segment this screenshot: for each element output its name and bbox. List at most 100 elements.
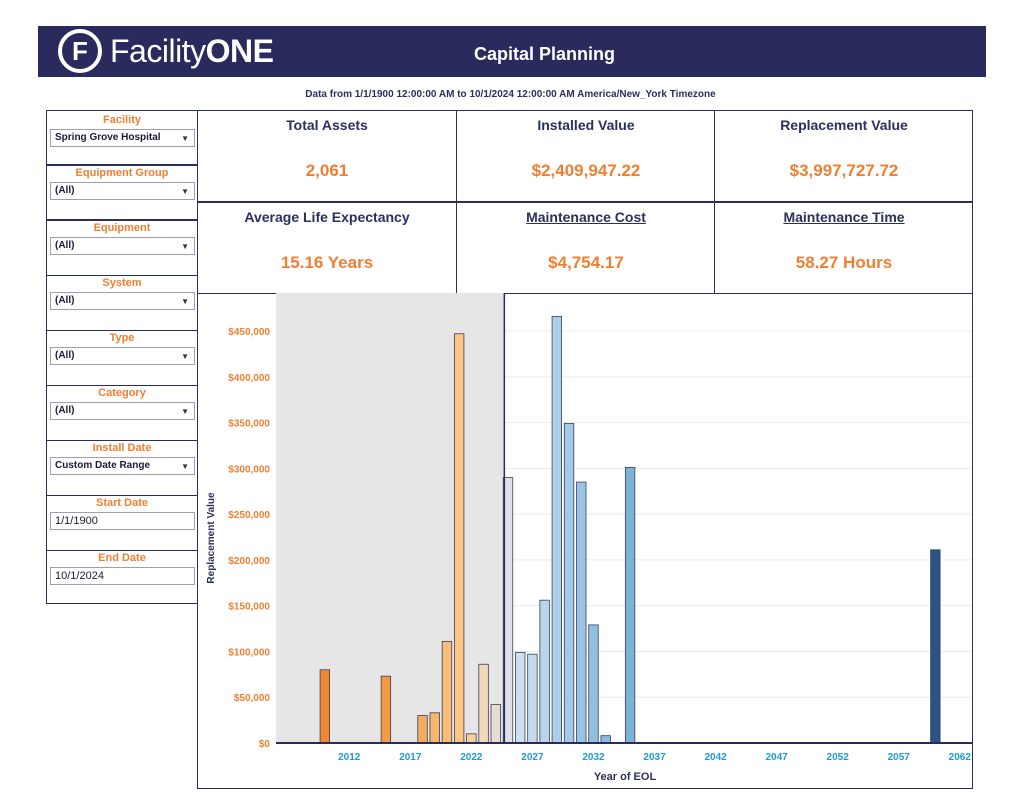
bar-2028[interactable]: [539, 599, 550, 744]
kpi-maintenance-cost[interactable]: Maintenance Cost $4,754.17: [457, 203, 715, 294]
kpi-average-life-expectancy: Average Life Expectancy 15.16 Years: [198, 203, 456, 294]
bar-2031[interactable]: [576, 481, 587, 744]
y-tick-label: $450,000: [228, 327, 270, 338]
filter-end-date: End Date 10/1/2024: [47, 551, 197, 585]
caret-down-icon: ▼: [181, 407, 189, 416]
x-tick-label: 2042: [704, 752, 727, 763]
filter-label: Install Date: [92, 442, 152, 454]
kpi-value: $3,997,727.72: [789, 161, 899, 180]
bar-2035[interactable]: [624, 467, 636, 744]
x-tick-label: 2062: [949, 752, 972, 763]
y-tick-label: $300,000: [228, 464, 270, 475]
y-tick-label: $50,000: [234, 693, 271, 704]
divider: [47, 495, 197, 496]
x-axis-label: Year of EOL: [594, 771, 657, 783]
divider: [47, 550, 197, 551]
kpi-value: $4,754.17: [548, 253, 624, 272]
start-date-input[interactable]: 1/1/1900: [50, 512, 195, 530]
bar-2019[interactable]: [429, 712, 440, 744]
kpi-value: 15.16 Years: [280, 253, 374, 272]
caret-down-icon: ▼: [181, 352, 189, 361]
type-dropdown[interactable]: (All) ▼: [50, 347, 195, 365]
caret-down-icon: ▼: [181, 462, 189, 471]
bar-2060[interactable]: [930, 549, 941, 744]
kpi-installed-value: Installed Value $2,409,947.22: [457, 111, 715, 202]
y-tick-label: $100,000: [228, 647, 270, 658]
filter-type: Type (All) ▼: [47, 331, 197, 365]
filter-category: Category (All) ▼: [47, 386, 197, 420]
kpi-label: Installed Value: [537, 117, 635, 133]
kpi-label: Average Life Expectancy: [244, 209, 410, 225]
install-date-dropdown[interactable]: Custom Date Range ▼: [50, 457, 195, 475]
filter-label: System: [102, 277, 142, 289]
divider: [47, 440, 197, 441]
equipment-group-dropdown[interactable]: (All) ▼: [50, 182, 195, 200]
filter-equipment: Equipment (All) ▼: [47, 221, 197, 255]
x-axis-ticks: 2012 2017 2022 2027 2032 2037 2042 2047 2052 2057…: [338, 752, 971, 763]
header-bar: [38, 26, 986, 77]
bar-2021[interactable]: [453, 333, 465, 744]
bar-2023[interactable]: [478, 663, 489, 744]
kpi-replacement-value: Replacement Value $3,997,727.72: [715, 111, 973, 202]
filter-label: Equipment Group: [75, 167, 169, 179]
filter-label: Category: [98, 387, 146, 399]
filter-equipment-group: Equipment Group (All) ▼: [47, 166, 197, 200]
bars: [319, 315, 941, 744]
kpi-label: Total Assets: [286, 117, 368, 133]
y-tick-label: $250,000: [228, 510, 270, 521]
x-tick-label: 2027: [521, 752, 544, 763]
replacement-value-chart: $0 $50,000 $100,000 $150,000 $200,000 $250,00…: [197, 293, 973, 789]
bar-2033[interactable]: [600, 735, 611, 744]
divider: [47, 330, 197, 331]
bar-2027[interactable]: [527, 653, 538, 744]
caret-down-icon: ▼: [181, 297, 189, 306]
filter-label: Start Date: [96, 497, 148, 509]
x-tick-label: 2052: [827, 752, 850, 763]
divider: [47, 385, 197, 386]
filter-facility: Facility Spring Grove Hospital ▼: [47, 113, 197, 147]
bar-2022[interactable]: [466, 733, 477, 744]
date-range-subtitle: Data from 1/1/1900 12:00:00 AM to 10/1/2…: [305, 89, 716, 100]
y-tick-label: $150,000: [228, 602, 270, 613]
x-tick-label: 2032: [582, 752, 605, 763]
end-date-input[interactable]: 10/1/2024: [50, 567, 195, 585]
filter-start-date: Start Date 1/1/1900: [47, 496, 197, 530]
logo-f-icon: F: [58, 29, 102, 73]
divider: [47, 219, 197, 221]
caret-down-icon: ▼: [181, 187, 189, 196]
bar-2020[interactable]: [441, 640, 453, 744]
past-years-shading: [276, 293, 505, 743]
facilityone-logo[interactable]: F FacilityONE: [58, 28, 274, 74]
y-axis-ticks: $0 $50,000 $100,000 $150,000 $200,000 $250,00…: [228, 327, 270, 750]
bar-2030[interactable]: [563, 423, 575, 744]
kpi-value: $2,409,947.22: [531, 161, 641, 180]
filters-panel: Facility Spring Grove Hospital ▼ Equipmen…: [46, 110, 197, 604]
maintenance-time-link[interactable]: Maintenance Time: [783, 209, 905, 225]
system-dropdown[interactable]: (All) ▼: [50, 292, 195, 310]
bar-2010[interactable]: [319, 669, 331, 744]
bar-2032[interactable]: [588, 624, 599, 744]
divider: [47, 275, 197, 276]
equipment-dropdown[interactable]: (All) ▼: [50, 237, 195, 255]
facility-dropdown[interactable]: Spring Grove Hospital ▼: [50, 129, 195, 147]
y-axis-label: Replacement Value: [206, 492, 217, 584]
maintenance-cost-link[interactable]: Maintenance Cost: [526, 209, 646, 225]
y-tick-label: $400,000: [228, 373, 270, 384]
kpi-maintenance-time[interactable]: Maintenance Time 58.27 Hours: [715, 203, 973, 294]
bar-2026[interactable]: [515, 651, 526, 744]
bar-2018[interactable]: [417, 715, 428, 744]
logo-text: FacilityONE: [110, 32, 274, 69]
filter-system: System (All) ▼: [47, 276, 197, 310]
x-tick-label: 2017: [399, 752, 422, 763]
y-tick-label: $350,000: [228, 419, 270, 430]
x-tick-label: 2057: [888, 752, 911, 763]
x-tick-label: 2047: [766, 752, 789, 763]
divider: [198, 201, 972, 203]
y-tick-label: $0: [259, 739, 271, 750]
bar-2029[interactable]: [551, 315, 563, 744]
filter-label: Type: [109, 332, 135, 344]
category-dropdown[interactable]: (All) ▼: [50, 402, 195, 420]
bar-2024[interactable]: [490, 704, 501, 744]
filter-label: End Date: [98, 552, 146, 564]
bar-2015[interactable]: [380, 675, 392, 744]
